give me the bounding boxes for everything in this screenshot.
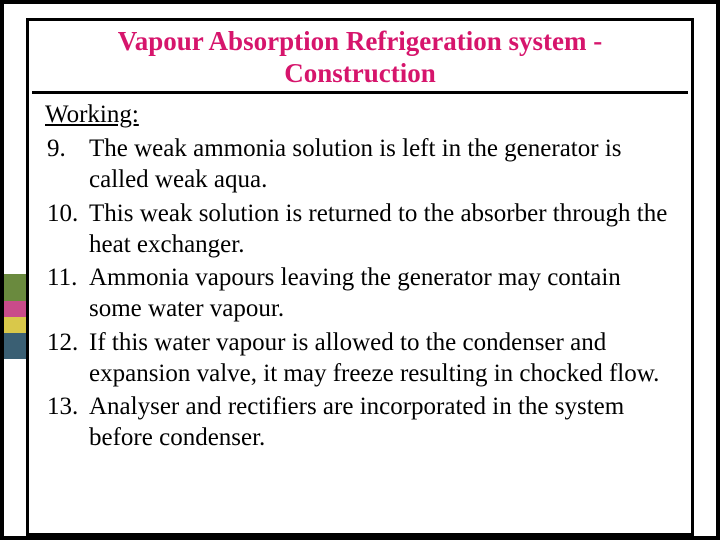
accent-segment [4, 333, 26, 360]
content-frame: Vapour Absorption Refrigeration system -… [26, 18, 694, 536]
list-number: 11. [45, 262, 89, 325]
accent-segment [4, 18, 26, 274]
title-area: Vapour Absorption Refrigeration system -… [32, 24, 688, 94]
accent-segment [4, 359, 26, 536]
list-text: If this water vapour is allowed to the c… [89, 327, 675, 390]
accent-segment [4, 301, 26, 317]
body-area: Working: 9. The weak ammonia solution is… [35, 99, 685, 530]
slide: Vapour Absorption Refrigeration system -… [0, 0, 720, 540]
list-text: Ammonia vapours leaving the generator ma… [89, 262, 675, 325]
list-number: 9. [45, 133, 89, 196]
accent-segment [4, 274, 26, 301]
list-item: 10. This weak solution is returned to th… [45, 198, 675, 261]
section-label: Working: [45, 101, 675, 129]
list-text: The weak ammonia solution is left in the… [89, 133, 675, 196]
slide-title: Vapour Absorption Refrigeration system -… [32, 22, 688, 92]
list-text: This weak solution is returned to the ab… [89, 198, 675, 261]
list-item: 9. The weak ammonia solution is left in … [45, 133, 675, 196]
accent-segment [4, 317, 26, 333]
list-item: 13. Analyser and rectifiers are incorpor… [45, 391, 675, 454]
accent-strip [4, 18, 26, 536]
list-item: 11. Ammonia vapours leaving the generato… [45, 262, 675, 325]
list-number: 13. [45, 391, 89, 454]
list-item: 12. If this water vapour is allowed to t… [45, 327, 675, 390]
list-number: 12. [45, 327, 89, 390]
list-text: Analyser and rectifiers are incorporated… [89, 391, 675, 454]
list-number: 10. [45, 198, 89, 261]
